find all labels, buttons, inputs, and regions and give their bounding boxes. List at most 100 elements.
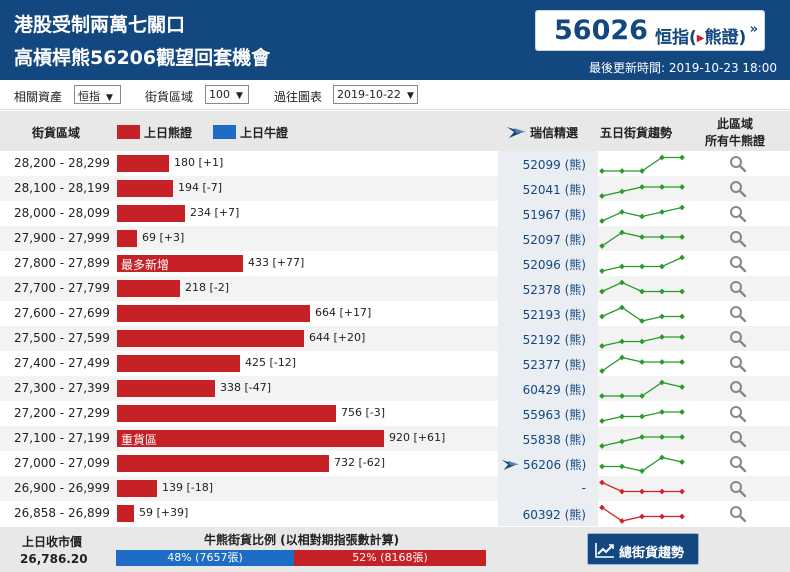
bear-outstanding-bar[interactable] [117,255,243,272]
bear-ratio-segment: 52% (8168張) [294,550,486,566]
cbbc-code-link[interactable]: 52097 (熊) [500,231,586,248]
trend-point [619,168,625,174]
cbbc-code-link[interactable]: 52193 (熊) [500,306,586,323]
asset-select[interactable]: 恒指 ▼ [74,85,121,104]
quote-name: 恒指(▶熊證) [655,23,746,48]
table-row: 28,000 - 28,099 234 [+7] 51967 (熊) [0,201,790,226]
trend-point [599,193,605,199]
five-day-trend-sparkline [599,479,685,495]
search-icon[interactable] [729,505,747,523]
cbbc-code-link[interactable]: 52041 (熊) [500,181,586,198]
bear-outstanding-bar[interactable] [117,380,215,397]
table-row: 28,200 - 28,299 180 [+1] 52099 (熊) [0,151,790,176]
trend-point [619,413,625,420]
pick-cell-bg [498,176,598,201]
index-quote-box[interactable]: 56026 恒指(▶熊證) » [535,10,765,51]
price-range: 27,100 - 27,199 [14,431,110,445]
five-day-trend-sparkline [599,379,685,399]
pick-cell-bg [498,326,598,351]
price-range: 27,800 - 27,899 [14,256,110,270]
bear-outstanding-bar[interactable] [117,305,310,322]
trend-point [639,168,645,174]
bear-outstanding-bar[interactable] [117,430,384,447]
search-icon[interactable] [729,455,747,473]
table-row: 27,300 - 27,399 338 [-47] 60429 (熊) [0,376,790,401]
trend-point [639,434,645,440]
history-select[interactable]: 2019-10-22 ▼ [333,85,418,104]
search-icon[interactable] [729,155,747,173]
pick-cell-bg [498,401,598,426]
table-row: 27,700 - 27,799 218 [-2] 52378 (熊) [0,276,790,301]
headline-line-1[interactable]: 港股受制兩萬七關口 [14,14,186,36]
cbbc-code-link[interactable]: 60392 (熊) [500,506,586,523]
cbbc-code-link[interactable]: 52377 (熊) [500,356,586,373]
cbbc-code-link[interactable]: 55838 (熊) [500,431,586,448]
search-icon[interactable] [729,355,747,373]
bear-outstanding-bar[interactable] [117,355,240,372]
pick-cell-bg [498,251,598,276]
history-label: 過往圖表 [274,90,323,104]
five-day-trend-sparkline [599,504,685,524]
outstanding-value: 664 [+17] [315,306,372,319]
outstanding-value: 756 [-3] [341,406,386,419]
trend-point [679,513,685,520]
trend-point [679,184,685,190]
price-range: 27,900 - 27,999 [14,231,110,245]
zone-select[interactable]: 100 ▼ [205,85,249,104]
cbbc-code-link[interactable]: 51967 (熊) [500,206,586,223]
pick-cell-bg [498,151,598,176]
outstanding-value: 180 [+1] [174,156,224,169]
cbbc-code-link[interactable]: - [500,481,586,495]
bear-outstanding-bar[interactable] [117,405,336,422]
cbbc-code-link[interactable]: 55963 (熊) [500,406,586,423]
cbbc-code-link[interactable]: 52099 (熊) [500,156,586,173]
pick-cell-bg [498,476,598,501]
bear-outstanding-bar[interactable] [117,480,157,497]
trend-point [599,368,605,374]
bear-outstanding-bar[interactable] [117,180,173,197]
search-icon[interactable] [729,180,747,198]
search-icon[interactable] [729,330,747,348]
bear-legend-label: 上日熊證 [144,126,193,140]
search-icon[interactable] [729,255,747,273]
cbbc-code-link[interactable]: 60429 (熊) [500,381,586,398]
price-range: 27,600 - 27,699 [14,306,110,320]
search-icon[interactable] [729,405,747,423]
bear-outstanding-bar[interactable] [117,280,180,297]
trend-point [639,318,645,324]
total-trend-button[interactable]: 總街貨趨勢 [587,533,699,565]
bear-outstanding-bar[interactable] [117,230,137,247]
trend-point [659,334,665,340]
trend-point [619,279,625,286]
outstanding-value: 139 [-18] [162,481,214,494]
pick-cell-bg [498,376,598,401]
search-icon[interactable] [729,230,747,248]
bear-legend-swatch [117,125,140,139]
bear-legend: 上日熊證 [117,124,192,141]
headline-line-2[interactable]: 高槓桿熊56206觀望回套機會 [14,47,271,69]
five-day-trend-sparkline [599,229,685,249]
cbbc-code-link[interactable]: 52096 (熊) [500,256,586,273]
trend-point [659,434,665,440]
bear-outstanding-bar[interactable] [117,205,185,222]
search-icon[interactable] [729,380,747,398]
history-select-value: 2019-10-22 [337,88,401,101]
search-icon[interactable] [729,205,747,223]
bear-outstanding-bar[interactable] [117,505,134,522]
search-icon[interactable] [729,305,747,323]
pick-cell-bg [498,226,598,251]
pick-cell-bg [498,501,598,526]
trend-point [619,354,625,361]
cbbc-code-link[interactable]: 52192 (熊) [500,331,586,348]
search-icon[interactable] [729,280,747,298]
search-icon[interactable] [729,430,747,448]
five-day-trend-sparkline [599,204,685,224]
cbbc-code-link[interactable]: 56206 (熊) [500,456,586,473]
bear-outstanding-bar[interactable] [117,330,304,347]
bear-outstanding-bar[interactable] [117,455,329,472]
bear-outstanding-bar[interactable] [117,155,169,172]
search-icon[interactable] [729,480,747,498]
double-chevron-right-icon[interactable]: » [749,22,758,37]
cbbc-code-link[interactable]: 52378 (熊) [500,281,586,298]
trend-point [619,304,625,311]
